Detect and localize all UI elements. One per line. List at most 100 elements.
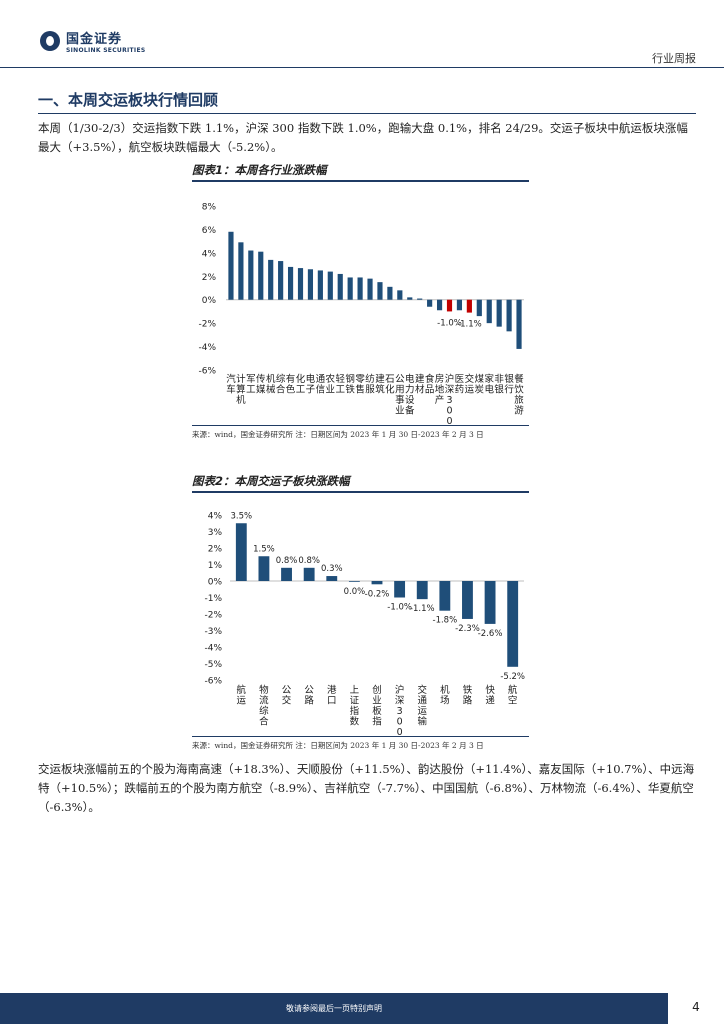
bar-建材 bbox=[417, 298, 423, 300]
bar-电力设备 bbox=[407, 297, 413, 300]
bar-军工 bbox=[248, 250, 254, 300]
x-tick-label-石化: 石化 bbox=[385, 374, 395, 396]
x-tick-label-建筑: 建筑 bbox=[375, 373, 385, 396]
bar-轻工 bbox=[337, 273, 343, 300]
y-tick-label: 0% bbox=[202, 296, 217, 306]
bar-医药 bbox=[456, 299, 463, 311]
section-title: 一、本周交运板块行情回顾 bbox=[38, 91, 219, 109]
y-tick-label: 6% bbox=[202, 226, 217, 236]
data-label-交运: -1.1% bbox=[457, 320, 482, 330]
x-tick-label-军工: 军工 bbox=[246, 374, 256, 396]
y-tick-label: 2% bbox=[208, 545, 223, 555]
bar-纺服 bbox=[367, 278, 373, 300]
x-tick-label-公交: 公交 bbox=[282, 685, 292, 707]
x-tick-label-家电: 家电 bbox=[484, 373, 494, 396]
data-label-公路: 0.8% bbox=[298, 556, 320, 566]
y-tick-label: -3% bbox=[204, 627, 222, 637]
bar-电子 bbox=[307, 269, 314, 300]
y-tick-label: 4% bbox=[208, 512, 223, 522]
x-tick-label-铁路: 铁路 bbox=[463, 684, 473, 707]
data-label-上证指数: 0.0% bbox=[344, 587, 366, 597]
data-label-公交: 0.8% bbox=[276, 556, 298, 566]
bar-化工 bbox=[297, 268, 304, 300]
data-label-物流综合: 1.5% bbox=[253, 544, 275, 554]
x-tick-label-上证指数: 上证指数 bbox=[350, 685, 360, 728]
y-tick-label: -6% bbox=[204, 677, 222, 687]
figure1-source: 来源：wind，国金证券研究所 注：日期区间为 2023 年 1 月 30 日-… bbox=[192, 430, 484, 439]
y-tick-label: 8% bbox=[202, 203, 217, 213]
transport-subsector-chart: 4% 3% 2% 1% 0% -1% -2% -3% -4% -5% -6% 3.5% 航运 1.5% 物流… bbox=[204, 511, 525, 735]
figure2-bottom-rule bbox=[192, 736, 529, 737]
figure1-bottom-rule bbox=[192, 425, 529, 426]
data-label-交通运输: -1.1% bbox=[410, 604, 435, 614]
x-tick-label-食品: 食品 bbox=[425, 373, 435, 396]
bar-有色 bbox=[287, 266, 294, 300]
bar-银行 bbox=[506, 299, 512, 332]
logo-mark-icon bbox=[40, 31, 60, 51]
page-number: 4 bbox=[692, 1000, 700, 1014]
footer-disclaimer: 敬请参阅最后一页特别声明 bbox=[286, 1004, 382, 1013]
y-tick-label: -1% bbox=[204, 594, 222, 604]
bar-零售 bbox=[357, 277, 363, 300]
figure2-source: 来源：wind，国金证券研究所 注：日期区间为 2023 年 1 月 30 日-… bbox=[192, 741, 484, 750]
bar-创业板指 bbox=[371, 581, 383, 585]
bar-上证指数 bbox=[348, 581, 360, 582]
bar-通信 bbox=[317, 270, 323, 300]
y-tick-label: -6% bbox=[198, 367, 216, 377]
x-tick-label-快递: 快递 bbox=[485, 684, 495, 707]
x-tick-label-物流综合: 物流综合 bbox=[259, 684, 269, 728]
x-tick-label-机械: 机械 bbox=[266, 373, 276, 396]
bar-交运 bbox=[466, 299, 472, 313]
data-label-航空: -5.2% bbox=[500, 672, 525, 682]
header-divider bbox=[0, 67, 724, 68]
bar-航运 bbox=[235, 523, 247, 581]
x-tick-label-煤炭: 煤炭 bbox=[475, 373, 485, 396]
y-tick-label: 2% bbox=[202, 273, 217, 283]
bar-航空 bbox=[507, 581, 519, 667]
x-tick-label-综合: 综合 bbox=[276, 373, 286, 396]
bar-煤炭 bbox=[476, 299, 482, 317]
x-tick-label-建材: 建材 bbox=[415, 373, 425, 396]
x-tick-label-计算机: 计算机 bbox=[236, 373, 246, 406]
figure2-title: 图表2：本周交运子板块涨跌幅 bbox=[192, 474, 350, 488]
x-tick-label-公路: 公路 bbox=[304, 685, 314, 707]
figure2-top-rule bbox=[192, 491, 529, 493]
data-label-创业板指: -0.2% bbox=[365, 589, 390, 599]
bar-公路 bbox=[303, 567, 315, 581]
logo-english-name: SINOLINK SECURITIES bbox=[66, 47, 146, 54]
x-tick-label-非银: 非银 bbox=[494, 373, 504, 396]
data-label-沪深300: -1.0% bbox=[437, 318, 462, 328]
y-tick-label: -2% bbox=[204, 611, 222, 621]
bar-机场 bbox=[439, 581, 451, 611]
x-tick-label-化工: 化工 bbox=[296, 373, 306, 396]
bar-食品 bbox=[427, 299, 433, 307]
y-tick-label: 0% bbox=[208, 578, 223, 588]
bar-餐饮旅游 bbox=[516, 299, 522, 349]
bar-交通运输 bbox=[416, 581, 428, 600]
bar-非银 bbox=[496, 299, 502, 327]
x-tick-label-通信: 通信 bbox=[316, 374, 326, 396]
section-divider bbox=[38, 113, 696, 114]
data-label-沪深300: -1.0% bbox=[387, 603, 412, 613]
x-tick-label-交运: 交运 bbox=[465, 373, 475, 396]
data-label-港口: 0.3% bbox=[321, 564, 343, 574]
bar-房地产 bbox=[436, 299, 443, 311]
bar-公交 bbox=[281, 567, 292, 581]
stocks-paragraph: 交运板块涨幅前五的个股为海南高速（+18.3%）、天顺股份（+11.5%）、韵达… bbox=[38, 762, 695, 814]
x-tick-label-银行: 银行 bbox=[504, 373, 514, 396]
data-label-快递: -2.6% bbox=[478, 629, 503, 639]
data-label-铁路: -2.3% bbox=[455, 624, 480, 634]
bar-农业 bbox=[327, 271, 333, 300]
bar-计算机 bbox=[238, 242, 244, 300]
bar-传媒 bbox=[258, 251, 264, 300]
intro-paragraph: 本周（1/30-2/3）交运指数下跌 1.1%，沪深 300 指数下跌 1.0%… bbox=[38, 121, 688, 154]
bar-快递 bbox=[484, 581, 496, 624]
y-tick-label: -4% bbox=[204, 644, 222, 654]
x-tick-label-餐饮旅游: 餐饮旅游 bbox=[514, 373, 524, 417]
x-tick-label-机场: 机场 bbox=[440, 684, 450, 707]
x-tick-label-电子: 电子 bbox=[306, 373, 316, 396]
x-tick-label-港口: 港口 bbox=[327, 684, 337, 707]
x-tick-label-汽车: 汽车 bbox=[226, 373, 236, 396]
y-tick-label: -2% bbox=[198, 320, 216, 330]
footer-bar bbox=[0, 993, 668, 1024]
